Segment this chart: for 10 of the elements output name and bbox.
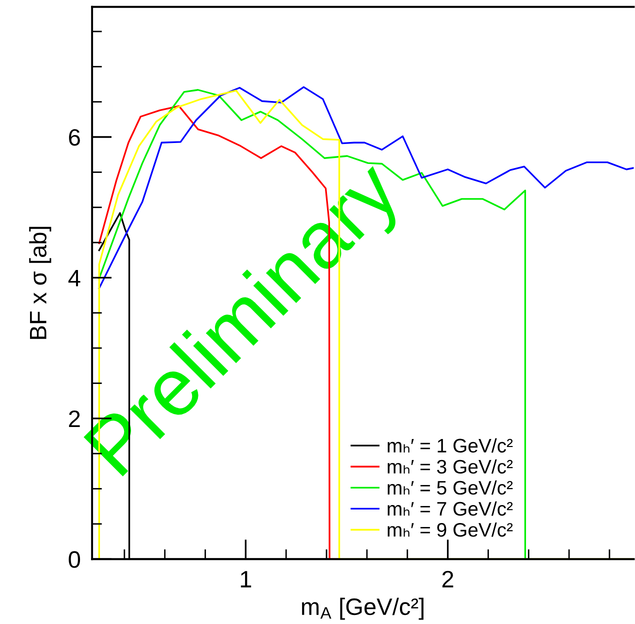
y-tick-label: 0 bbox=[68, 551, 80, 568]
legend-label: mₕ′ = 5 GeV/c² bbox=[388, 480, 513, 495]
legend-label: mₕ′ = 9 GeV/c² bbox=[388, 522, 513, 537]
y-axis-title: BF x σ [ab] bbox=[29, 226, 52, 339]
y-tick-label: 2 bbox=[69, 410, 80, 427]
legend-label: mₕ′ = 7 GeV/c² bbox=[388, 501, 513, 516]
x-axis-title: m$_{A}$ [GeV/c²] bbox=[302, 598, 424, 620]
x-tick-label: 1 bbox=[240, 571, 252, 588]
y-tick-label: 4 bbox=[68, 270, 80, 286]
y-tick-label: 6 bbox=[69, 129, 80, 146]
